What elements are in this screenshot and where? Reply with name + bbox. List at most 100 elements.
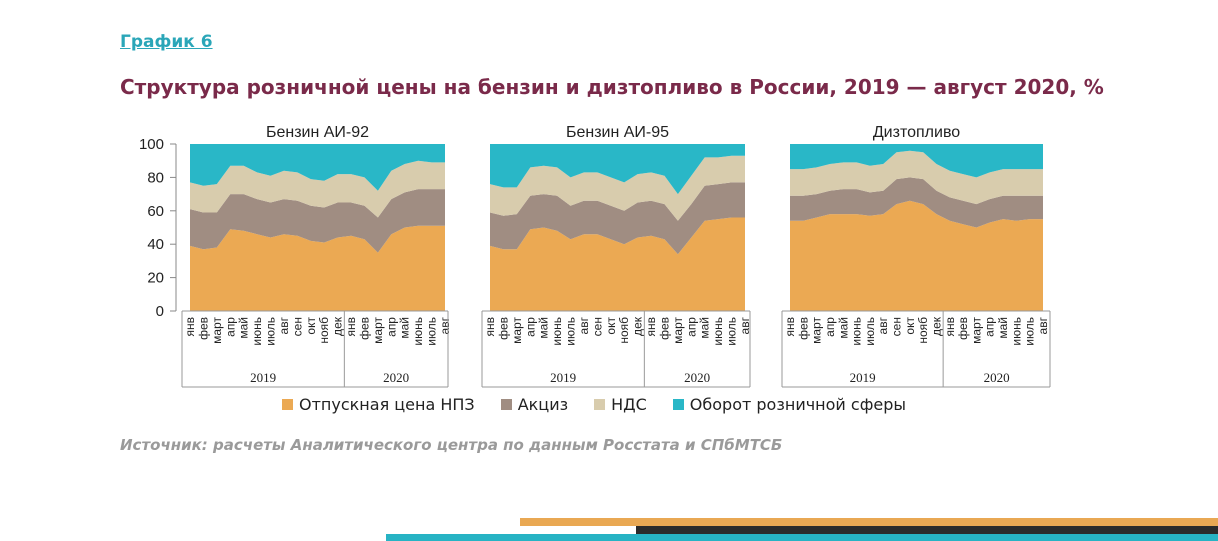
x-tick-label: дек — [930, 316, 944, 336]
y-tick-label: 40 — [147, 236, 164, 253]
x-tick-label: март — [210, 317, 224, 344]
x-tick-label: окт — [903, 317, 917, 335]
source-note: Источник: расчеты Аналитического центра … — [120, 436, 783, 454]
x-tick-label: июнь — [550, 317, 564, 346]
area-series-3 — [790, 144, 1043, 178]
x-tick-label: июль — [863, 317, 877, 346]
area-series-2 — [790, 150, 1043, 205]
x-tick-label: авг — [738, 316, 752, 334]
x-tick-label: окт — [604, 317, 618, 335]
x-tick-label: июль — [564, 317, 578, 346]
x-tick-label: март — [671, 317, 685, 344]
decorative-bar-dark — [636, 526, 1218, 534]
x-tick-label: фев — [658, 317, 672, 340]
legend-label-refinery: Отпускная цена НПЗ — [299, 395, 475, 414]
x-tick-label: июль — [425, 317, 439, 346]
x-tick-label: фев — [358, 317, 372, 340]
legend-item-excise: Акциз — [500, 395, 569, 414]
y-tick-label: 0 — [156, 303, 164, 320]
x-tick-label: апр — [384, 317, 398, 337]
legend-swatch-retail — [672, 399, 684, 410]
x-tick-label: май — [537, 317, 551, 339]
x-tick-label: янв — [783, 317, 797, 337]
x-tick-label: июнь — [850, 317, 864, 346]
year-label: 2019 — [550, 370, 576, 385]
x-tick-label: нояб — [916, 317, 930, 344]
legend-label-vat: НДС — [611, 395, 647, 414]
legend-item-retail: Оборот розничной сферы — [672, 395, 907, 414]
decorative-bar-orange — [520, 518, 1218, 526]
area-series-1 — [490, 182, 745, 255]
x-tick-label: апр — [523, 317, 537, 337]
year-label: 2019 — [250, 370, 276, 385]
x-tick-label: янв — [943, 317, 957, 337]
x-tick-label: авг — [277, 316, 291, 334]
area-series-3 — [490, 144, 745, 195]
legend-item-vat: НДС — [594, 395, 647, 414]
year-label: 2019 — [850, 370, 876, 385]
x-tick-label: март — [510, 317, 524, 344]
area-series-0 — [190, 225, 445, 311]
x-tick-label: июнь — [250, 317, 264, 346]
x-tick-label: авг — [577, 316, 591, 334]
area-series-0 — [790, 200, 1043, 311]
legend-swatch-vat — [594, 399, 606, 410]
decorative-bar-teal — [386, 534, 1218, 541]
x-tick-label: янв — [183, 317, 197, 337]
legend-label-excise: Акциз — [517, 395, 569, 414]
legend-swatch-refinery — [282, 399, 293, 410]
x-tick-label: май — [836, 317, 850, 339]
x-tick-label: фев — [956, 317, 970, 340]
chart-number-label: График 6 — [120, 32, 213, 52]
legend-item-refinery: Отпускная цена НПЗ — [282, 395, 475, 414]
x-tick-label: май — [237, 317, 251, 339]
x-tick-label: март — [810, 317, 824, 344]
x-tick-label: март — [969, 317, 983, 344]
x-tick-label: май — [698, 317, 712, 339]
x-tick-label: дек — [331, 316, 345, 336]
area-series-0 — [490, 217, 745, 311]
legend: Отпускная цена НПЗ Акциз НДС Оборот розн… — [282, 395, 906, 414]
x-tick-label: сен — [590, 317, 604, 336]
x-tick-label: янв — [483, 317, 497, 337]
area-series-1 — [790, 177, 1043, 228]
x-tick-label: май — [996, 317, 1010, 339]
x-tick-label: янв — [644, 317, 658, 337]
x-tick-label: апр — [223, 317, 237, 337]
x-tick-label: июнь — [411, 317, 425, 346]
y-tick-label: 80 — [147, 169, 164, 186]
y-tick-label: 60 — [147, 203, 164, 220]
x-tick-label: фев — [796, 317, 810, 340]
x-tick-label: авг — [876, 316, 890, 334]
x-tick-label: окт — [304, 317, 318, 335]
panel-title: Бензин АИ-92 — [266, 124, 369, 141]
x-tick-label: фев — [196, 317, 210, 340]
year-label: 2020 — [383, 370, 409, 385]
x-tick-label: июль — [725, 317, 739, 346]
legend-label-retail: Оборот розничной сферы — [689, 395, 907, 414]
x-tick-label: янв — [344, 317, 358, 337]
legend-swatch-excise — [500, 399, 512, 410]
x-tick-label: дек — [631, 316, 645, 336]
x-tick-label: сен — [890, 317, 904, 336]
x-tick-label: май — [398, 317, 412, 339]
chart-title: Структура розничной цены на бензин и диз… — [120, 75, 1104, 99]
area-series-2 — [190, 160, 445, 218]
x-tick-label: апр — [983, 317, 997, 337]
area-series-3 — [190, 144, 445, 191]
year-label: 2020 — [984, 370, 1010, 385]
x-tick-label: нояб — [317, 317, 331, 344]
y-tick-label: 20 — [147, 270, 164, 287]
year-label: 2020 — [684, 370, 710, 385]
panel-title: Бензин АИ-95 — [566, 124, 669, 141]
area-series-2 — [490, 155, 745, 221]
panel-title: Дизтопливо — [873, 124, 960, 141]
x-tick-label: нояб — [617, 317, 631, 344]
area-series-1 — [190, 189, 445, 253]
x-tick-label: июнь — [711, 317, 725, 346]
x-tick-label: сен — [290, 317, 304, 336]
x-tick-label: авг — [438, 316, 452, 334]
x-tick-label: июль — [1023, 317, 1037, 346]
x-tick-label: авг — [1036, 316, 1050, 334]
